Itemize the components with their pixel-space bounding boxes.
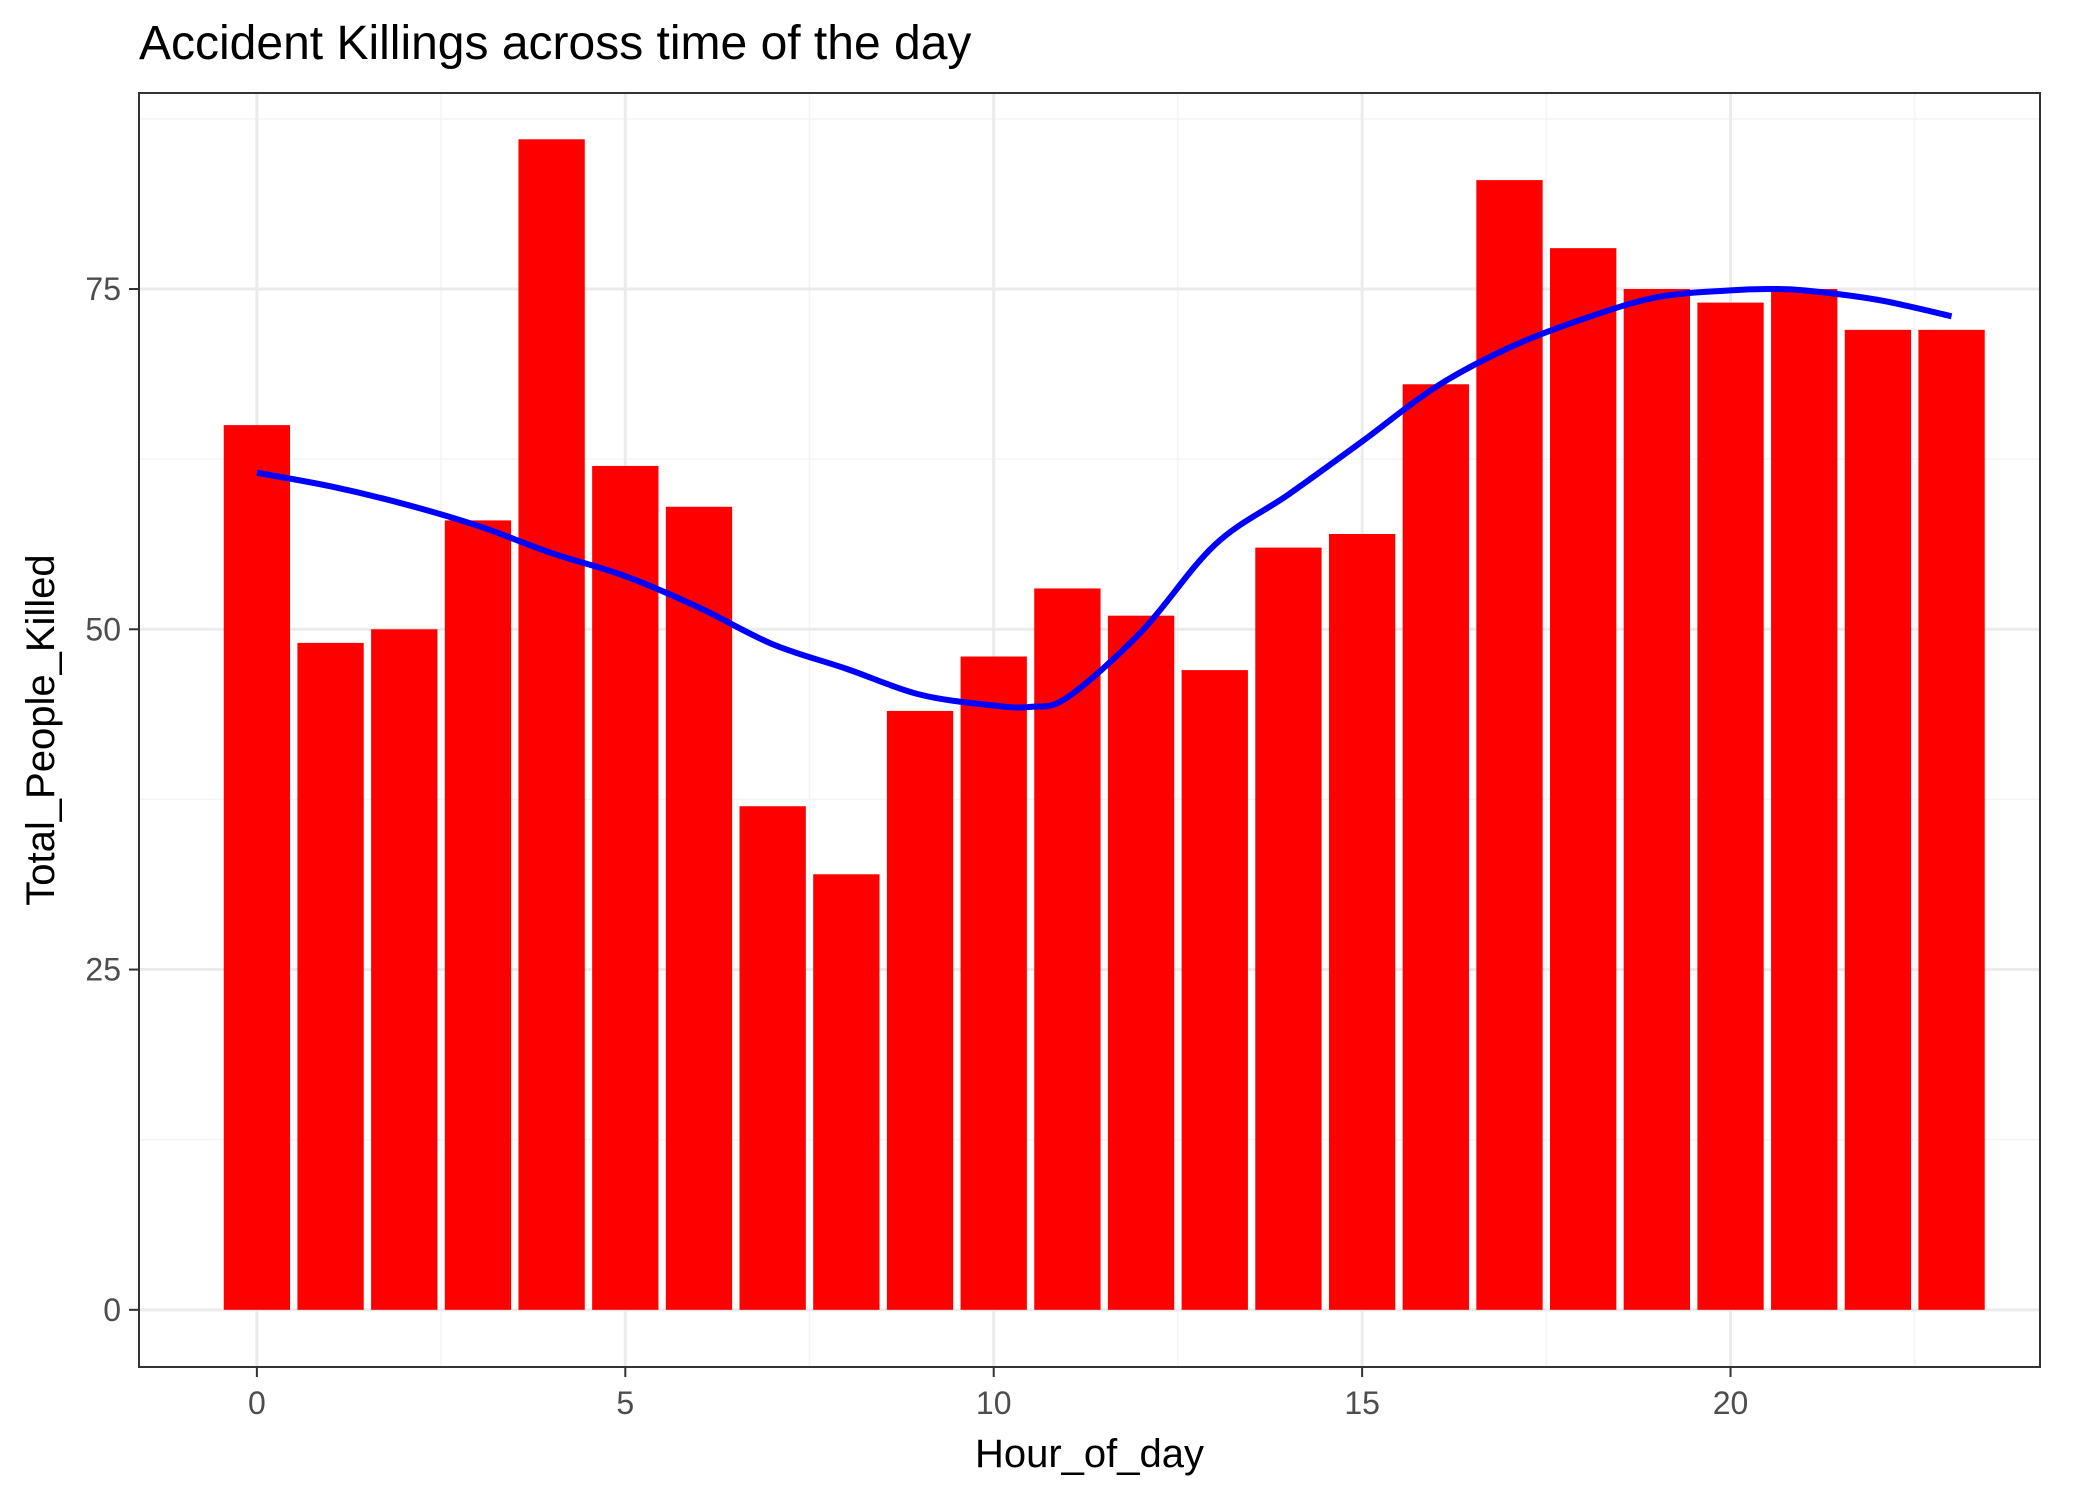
bar-hour-12 — [1107, 615, 1175, 1310]
y-tick-label: 0 — [103, 1292, 121, 1328]
bar-hour-20 — [1697, 302, 1764, 1310]
x-tick-label: 10 — [976, 1385, 1012, 1421]
x-tick-label: 5 — [616, 1385, 634, 1421]
x-tick-label: 15 — [1344, 1385, 1380, 1421]
x-axis: 0 5 10 15 20 — [248, 1367, 1748, 1421]
chart-title: Accident Killings across time of the day — [139, 17, 971, 70]
bar-hour-8 — [813, 874, 880, 1310]
bar-hour-3 — [444, 520, 512, 1310]
bar-hour-13 — [1181, 670, 1248, 1310]
bars — [223, 139, 1985, 1310]
bar-hour-23 — [1918, 329, 1985, 1310]
bar-hour-16 — [1402, 384, 1469, 1310]
bar-hour-10 — [960, 656, 1027, 1310]
x-axis-title: Hour_of_day — [975, 1432, 1204, 1476]
bar-hour-21 — [1771, 289, 1838, 1310]
bar-hour-15 — [1328, 534, 1396, 1310]
y-tick-label: 25 — [85, 952, 121, 988]
bar-hour-18 — [1550, 248, 1617, 1310]
y-tick-label: 75 — [85, 271, 121, 307]
bar-hour-9 — [886, 710, 954, 1310]
bar-hour-2 — [371, 629, 438, 1310]
bar-hour-1 — [297, 642, 364, 1310]
bar-hour-22 — [1844, 329, 1912, 1310]
bar-hour-17 — [1476, 180, 1543, 1310]
bar-hour-4 — [518, 139, 585, 1310]
bar-hour-5 — [592, 465, 659, 1310]
bar-hour-0 — [223, 425, 291, 1310]
bar-hour-7 — [739, 806, 806, 1310]
bar-hour-19 — [1623, 289, 1691, 1310]
smooth-line — [256, 285, 1953, 711]
x-tick-label: 0 — [248, 1385, 266, 1421]
panel-border — [138, 92, 2041, 1368]
smooth-line-layer — [256, 285, 1953, 711]
bar-hour-6 — [665, 506, 733, 1310]
y-axis-title: Total_People_Killed — [19, 554, 63, 905]
x-tick-label: 20 — [1713, 1385, 1749, 1421]
y-axis: 0 25 50 75 — [85, 271, 139, 1328]
bar-hour-14 — [1255, 547, 1322, 1310]
y-tick-label: 50 — [85, 611, 121, 647]
